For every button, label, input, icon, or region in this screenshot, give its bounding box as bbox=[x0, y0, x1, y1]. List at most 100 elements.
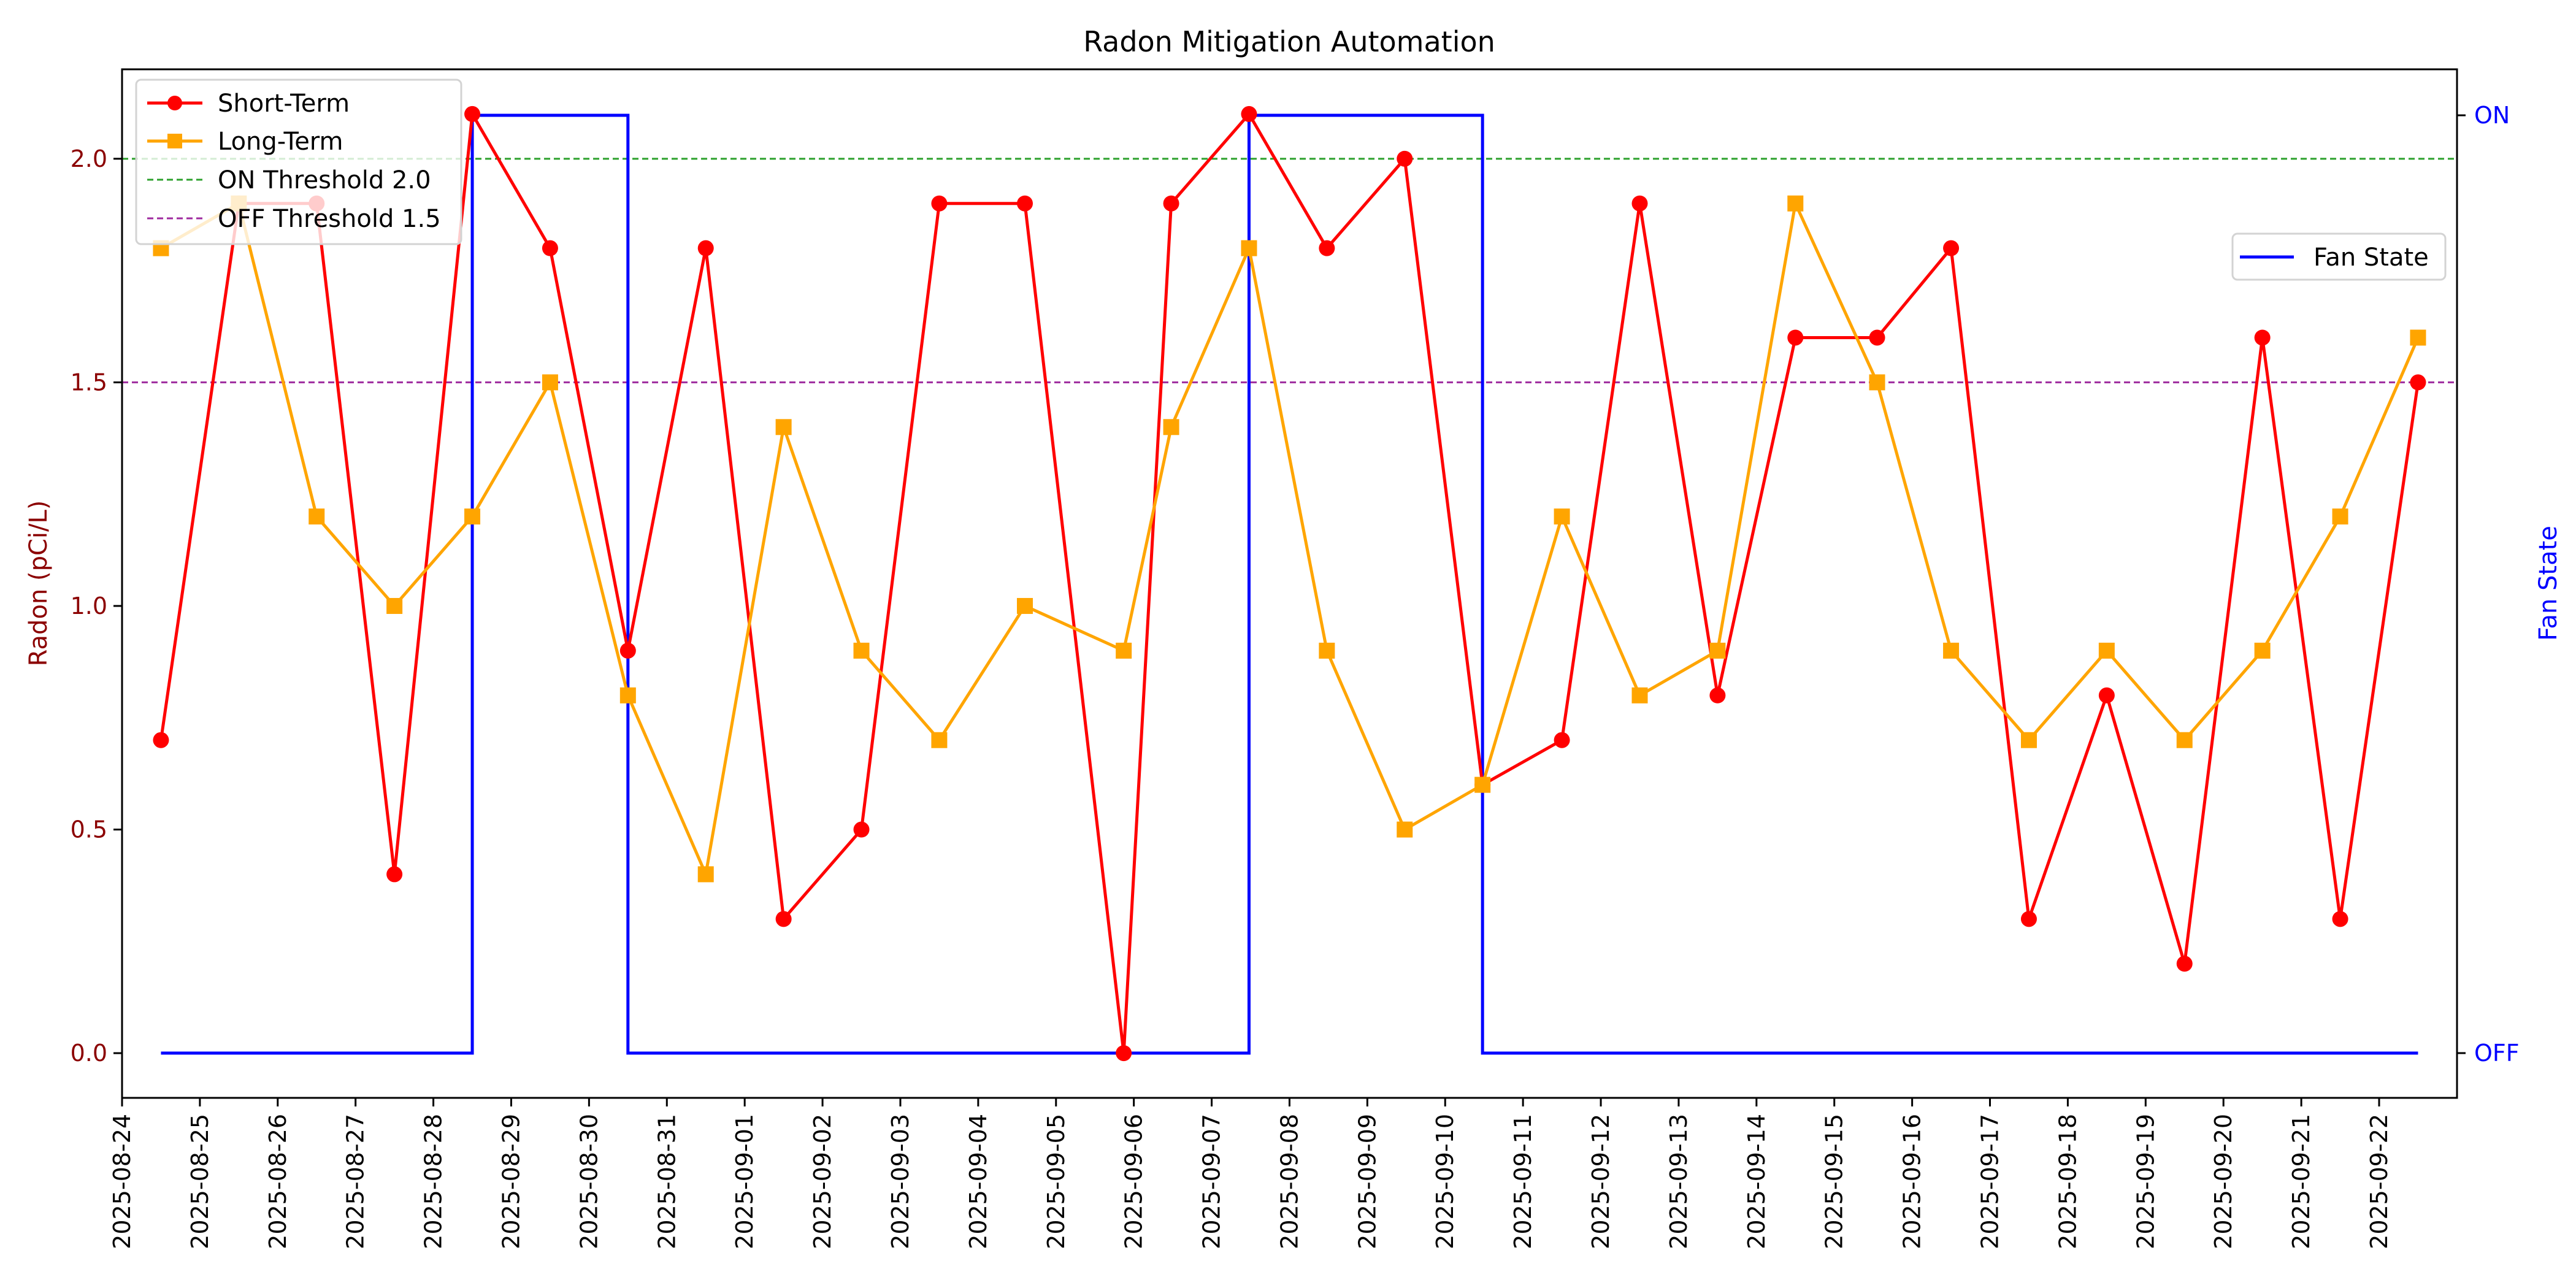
data-point bbox=[2098, 642, 2115, 659]
data-point bbox=[775, 911, 792, 927]
data-point bbox=[1241, 105, 1257, 122]
data-point bbox=[464, 508, 481, 525]
data-point bbox=[1116, 1045, 1132, 1062]
x-tick-label: 2025-09-11 bbox=[1509, 1114, 1536, 1249]
svg-text:Short-Term: Short-Term bbox=[218, 90, 350, 118]
legend-item-long-term: Long-Term bbox=[147, 128, 343, 156]
svg-text:ON Threshold 2.0: ON Threshold 2.0 bbox=[218, 166, 431, 194]
x-tick-label: 2025-09-08 bbox=[1276, 1114, 1303, 1249]
legend-left: Short-Term Long-Term ON Threshold 2.0 OF… bbox=[135, 79, 462, 245]
x-tick-label: 2025-08-25 bbox=[186, 1114, 213, 1249]
y-tick-label: 1.5 bbox=[71, 369, 107, 396]
x-tick-label: 2025-09-18 bbox=[2054, 1114, 2081, 1249]
data-point bbox=[1397, 150, 1413, 167]
y-axis-right-label: Fan State bbox=[2534, 526, 2563, 641]
data-point bbox=[2254, 642, 2271, 659]
data-point bbox=[2176, 956, 2193, 972]
data-point bbox=[1869, 374, 1885, 391]
x-tick-label: 2025-09-10 bbox=[1432, 1114, 1459, 1249]
data-point bbox=[542, 374, 558, 391]
data-point bbox=[1319, 240, 1335, 256]
x-tick-label: 2025-09-02 bbox=[809, 1114, 836, 1249]
x-tick-label: 2025-09-06 bbox=[1121, 1114, 1148, 1249]
data-point bbox=[1943, 642, 1960, 659]
y-tick-label: 1.0 bbox=[71, 592, 107, 619]
data-point bbox=[1017, 195, 1033, 212]
x-tick-label: 2025-08-30 bbox=[575, 1114, 602, 1249]
data-point bbox=[1397, 821, 1413, 838]
square-marker-icon bbox=[167, 134, 182, 148]
legend-item-on-threshold: ON Threshold 2.0 bbox=[147, 166, 431, 194]
data-point bbox=[1554, 508, 1570, 525]
fan-state-line bbox=[161, 113, 2418, 1055]
x-tick-label: 2025-09-03 bbox=[887, 1114, 914, 1249]
x-tick-label: 2025-08-27 bbox=[342, 1114, 369, 1249]
x-tick-label: 2025-09-14 bbox=[1743, 1114, 1770, 1249]
data-point bbox=[1319, 642, 1335, 659]
long-term-series bbox=[153, 195, 2426, 883]
y2-tick-label: OFF bbox=[2474, 1040, 2520, 1067]
x-tick-label: 2025-09-05 bbox=[1043, 1114, 1070, 1249]
y-axis-left: 0.0 0.5 1.0 1.5 2.0 bbox=[71, 145, 122, 1067]
data-point bbox=[1709, 642, 1726, 659]
x-tick-label: 2025-09-22 bbox=[2366, 1114, 2393, 1249]
x-tick-label: 2025-08-24 bbox=[109, 1114, 136, 1249]
svg-text:Fan State: Fan State bbox=[2313, 243, 2429, 272]
short-term-series bbox=[153, 105, 2426, 1062]
x-tick-label: 2025-09-15 bbox=[1821, 1114, 1848, 1249]
x-tick-label: 2025-09-16 bbox=[1899, 1114, 1926, 1249]
y-axis-left-label: Radon (pCi/L) bbox=[25, 500, 53, 667]
x-tick-label: 2025-09-01 bbox=[731, 1114, 758, 1249]
x-tick-label: 2025-08-28 bbox=[420, 1114, 447, 1249]
y-tick-label: 0.5 bbox=[71, 816, 107, 843]
data-point bbox=[775, 419, 792, 435]
x-tick-label: 2025-09-17 bbox=[1977, 1114, 2004, 1249]
x-tick-label: 2025-09-20 bbox=[2210, 1114, 2237, 1249]
x-tick-label: 2025-09-13 bbox=[1665, 1114, 1692, 1249]
data-point bbox=[1163, 195, 1179, 212]
data-point bbox=[931, 732, 948, 748]
x-tick-label: 2025-09-21 bbox=[2288, 1114, 2315, 1249]
x-tick-label: 2025-08-26 bbox=[264, 1114, 291, 1249]
data-point bbox=[2332, 508, 2348, 525]
data-point bbox=[1474, 776, 1491, 793]
data-point bbox=[1017, 597, 1033, 614]
data-point bbox=[309, 508, 325, 525]
circle-marker-icon bbox=[167, 96, 182, 110]
svg-text:OFF Threshold 1.5: OFF Threshold 1.5 bbox=[218, 205, 441, 233]
data-point bbox=[2410, 329, 2426, 346]
data-point bbox=[619, 642, 636, 659]
data-point bbox=[1241, 240, 1257, 256]
y2-tick-label: ON bbox=[2474, 102, 2510, 129]
legend-right: Fan State bbox=[2231, 232, 2447, 281]
x-tick-label: 2025-08-31 bbox=[653, 1114, 680, 1249]
data-point bbox=[1709, 687, 1726, 703]
x-tick-label: 2025-08-29 bbox=[497, 1114, 524, 1249]
plot-area bbox=[122, 105, 2457, 1062]
data-point bbox=[697, 240, 714, 256]
data-point bbox=[931, 195, 948, 212]
x-axis: 2025-08-24 2025-08-25 2025-08-26 2025-08-27… bbox=[109, 1098, 2393, 1249]
legend-item-short-term: Short-Term bbox=[147, 90, 350, 118]
data-point bbox=[2098, 687, 2115, 703]
data-point bbox=[1116, 642, 1132, 659]
data-point bbox=[853, 821, 870, 838]
legend-item-fan-state: Fan State bbox=[2240, 243, 2429, 272]
data-point bbox=[1787, 329, 1804, 346]
data-point bbox=[1943, 240, 1960, 256]
data-point bbox=[2020, 732, 2037, 748]
data-point bbox=[619, 687, 636, 703]
data-point bbox=[386, 866, 403, 883]
y-tick-label: 2.0 bbox=[71, 145, 107, 172]
data-point bbox=[1554, 732, 1570, 748]
data-point bbox=[386, 597, 403, 614]
data-point bbox=[1787, 195, 1804, 212]
data-point bbox=[1163, 419, 1179, 435]
x-tick-label: 2025-09-19 bbox=[2132, 1114, 2159, 1249]
data-point bbox=[697, 866, 714, 883]
y-axis-right: OFF ON bbox=[2457, 102, 2520, 1067]
x-tick-label: 2025-09-12 bbox=[1587, 1114, 1614, 1249]
data-point bbox=[1631, 195, 1648, 212]
x-tick-label: 2025-09-09 bbox=[1354, 1114, 1381, 1249]
